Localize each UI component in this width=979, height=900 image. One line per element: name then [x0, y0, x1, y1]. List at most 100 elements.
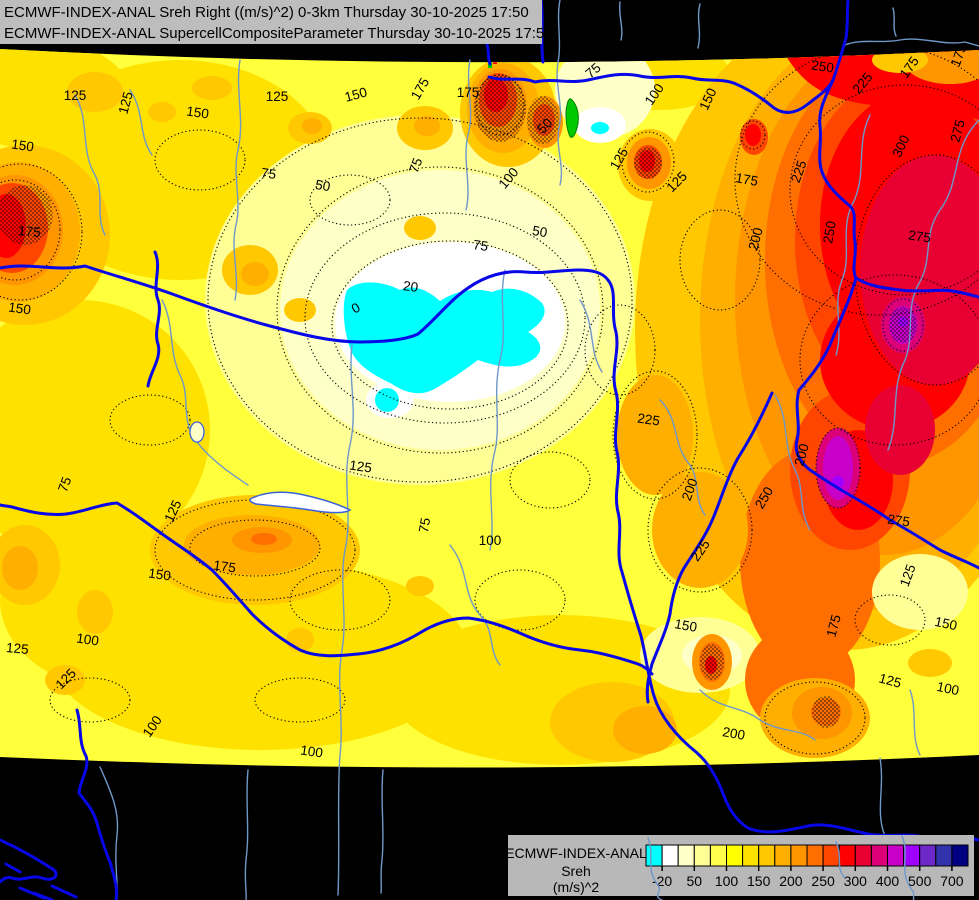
lake-neusiedl — [189, 421, 205, 443]
legend-tick-label: 250 — [811, 873, 835, 889]
contour-label: 275 — [907, 228, 931, 246]
contour-label: 75 — [583, 60, 604, 81]
legend-tick-label: 400 — [876, 873, 900, 889]
contour-label: 200 — [745, 226, 765, 252]
contour-label: 100 — [75, 631, 99, 649]
header-line1: ECMWF-INDEX-ANAL Sreh Right ((m/s)^2) 0-… — [4, 4, 529, 21]
contour-label: 20 — [402, 278, 419, 295]
contour-label: 125 — [266, 89, 289, 104]
header-background — [0, 0, 542, 44]
contour-label: 125 — [6, 640, 30, 657]
legend-tick-label: 100 — [715, 873, 739, 889]
contour-label: 225 — [788, 158, 810, 184]
legend-tick-label: 50 — [687, 873, 703, 889]
legend: ECMWF-INDEX-ANAL Sreh (m/s)^2 -20 50 100 15… — [505, 835, 974, 896]
danube-river — [0, 264, 979, 842]
legend-color-cell — [935, 844, 953, 867]
contour-label: 75 — [260, 165, 277, 182]
eastern-border — [818, 78, 979, 299]
legend-color-cell — [742, 844, 760, 867]
legend-color-cell — [790, 844, 808, 867]
legend-color-cell — [919, 844, 937, 867]
contour-label: 150 — [185, 104, 209, 122]
contour-label: 150 — [673, 616, 698, 635]
legend-colorbar — [645, 844, 969, 867]
negative-sreh-pool — [343, 282, 545, 394]
contour-label: 225 — [636, 411, 660, 429]
contour-label: 175 — [212, 558, 236, 576]
contour-label: 175 — [823, 613, 843, 639]
contour-label: 250 — [810, 58, 834, 76]
legend-color-cell — [870, 844, 889, 867]
contour-label: 175 — [457, 85, 480, 100]
legend-color-cell — [661, 844, 679, 867]
contour-label: 125 — [64, 88, 87, 103]
southeastern-border — [794, 276, 979, 570]
contour-label: 75 — [406, 156, 425, 175]
contour-label: 175 — [734, 170, 759, 189]
legend-color-cell — [774, 844, 792, 867]
northern-border — [487, 0, 850, 114]
legend-color-cell — [758, 844, 776, 867]
legend-color-cell — [726, 844, 744, 867]
legend-color-cell — [838, 844, 856, 867]
contour-label: 125 — [115, 90, 135, 116]
legend-color-cell — [693, 844, 711, 867]
contour-label: 150 — [7, 300, 31, 318]
legend-color-cell — [677, 844, 695, 867]
contour-label: 100 — [935, 679, 960, 698]
contour-label: 75 — [416, 517, 433, 534]
legend-title: ECMWF-INDEX-ANAL — [505, 845, 647, 861]
legend-units: (m/s)^2 — [553, 879, 599, 895]
legend-parameter: Sreh — [561, 863, 591, 879]
stipple-hatch — [0, 74, 917, 728]
contour-label: 100 — [299, 743, 323, 761]
legend-color-cell — [854, 844, 872, 867]
legend-tick-label: 700 — [940, 873, 964, 889]
legend-color-cell — [822, 844, 840, 867]
legend-color-cell — [951, 844, 969, 867]
legend-tick-label: 500 — [908, 873, 932, 889]
header-line2: ECMWF-INDEX-ANAL SupercellCompositeParam… — [4, 25, 553, 42]
legend-color-cell — [709, 844, 728, 867]
contour-label: 150 — [147, 566, 171, 584]
lake-balaton — [249, 491, 352, 514]
contour-label: 100 — [479, 533, 502, 548]
contour-label: 75 — [472, 237, 489, 254]
contour-label: 275 — [947, 118, 967, 144]
contour-label: 150 — [343, 84, 369, 104]
contour-fill-field — [0, 49, 979, 768]
contour-label: 125 — [348, 458, 372, 476]
adriatic-islands — [4, 862, 78, 900]
legend-color-cell — [806, 844, 824, 867]
contour-label: 200 — [721, 724, 746, 743]
header-bar: ECMWF-INDEX-ANAL Sreh Right ((m/s)^2) 0-… — [0, 0, 553, 44]
supercell-marker-icon — [565, 98, 579, 138]
contour-label: 75 — [55, 475, 74, 494]
rivers-over-legend — [647, 835, 915, 900]
legend-tick-labels: -20 50 100 150 200 250 300 400 500 700 — [652, 866, 964, 889]
contour-label: 200 — [791, 442, 811, 468]
contour-label: 125 — [877, 670, 903, 690]
legend-color-cell — [903, 844, 921, 867]
legend-color-cell — [887, 844, 905, 867]
tisza-river — [645, 391, 774, 704]
contour-label: 150 — [10, 137, 34, 155]
legend-tick-label: 300 — [844, 873, 868, 889]
contour-label: 125 — [897, 562, 919, 588]
legend-tick-label: 200 — [779, 873, 803, 889]
contour-label: 150 — [933, 614, 958, 633]
legend-color-cell — [645, 844, 663, 867]
drava-southern-border — [0, 501, 654, 676]
southwest-border — [75, 708, 118, 900]
contour-label: 250 — [820, 220, 839, 245]
contour-label: 50 — [531, 223, 548, 240]
contour-label: 200 — [679, 476, 701, 502]
adriatic-coastline — [0, 838, 58, 884]
western-border — [146, 250, 161, 388]
legend-tick-label: 150 — [747, 873, 771, 889]
contour-label: 50 — [314, 177, 331, 194]
